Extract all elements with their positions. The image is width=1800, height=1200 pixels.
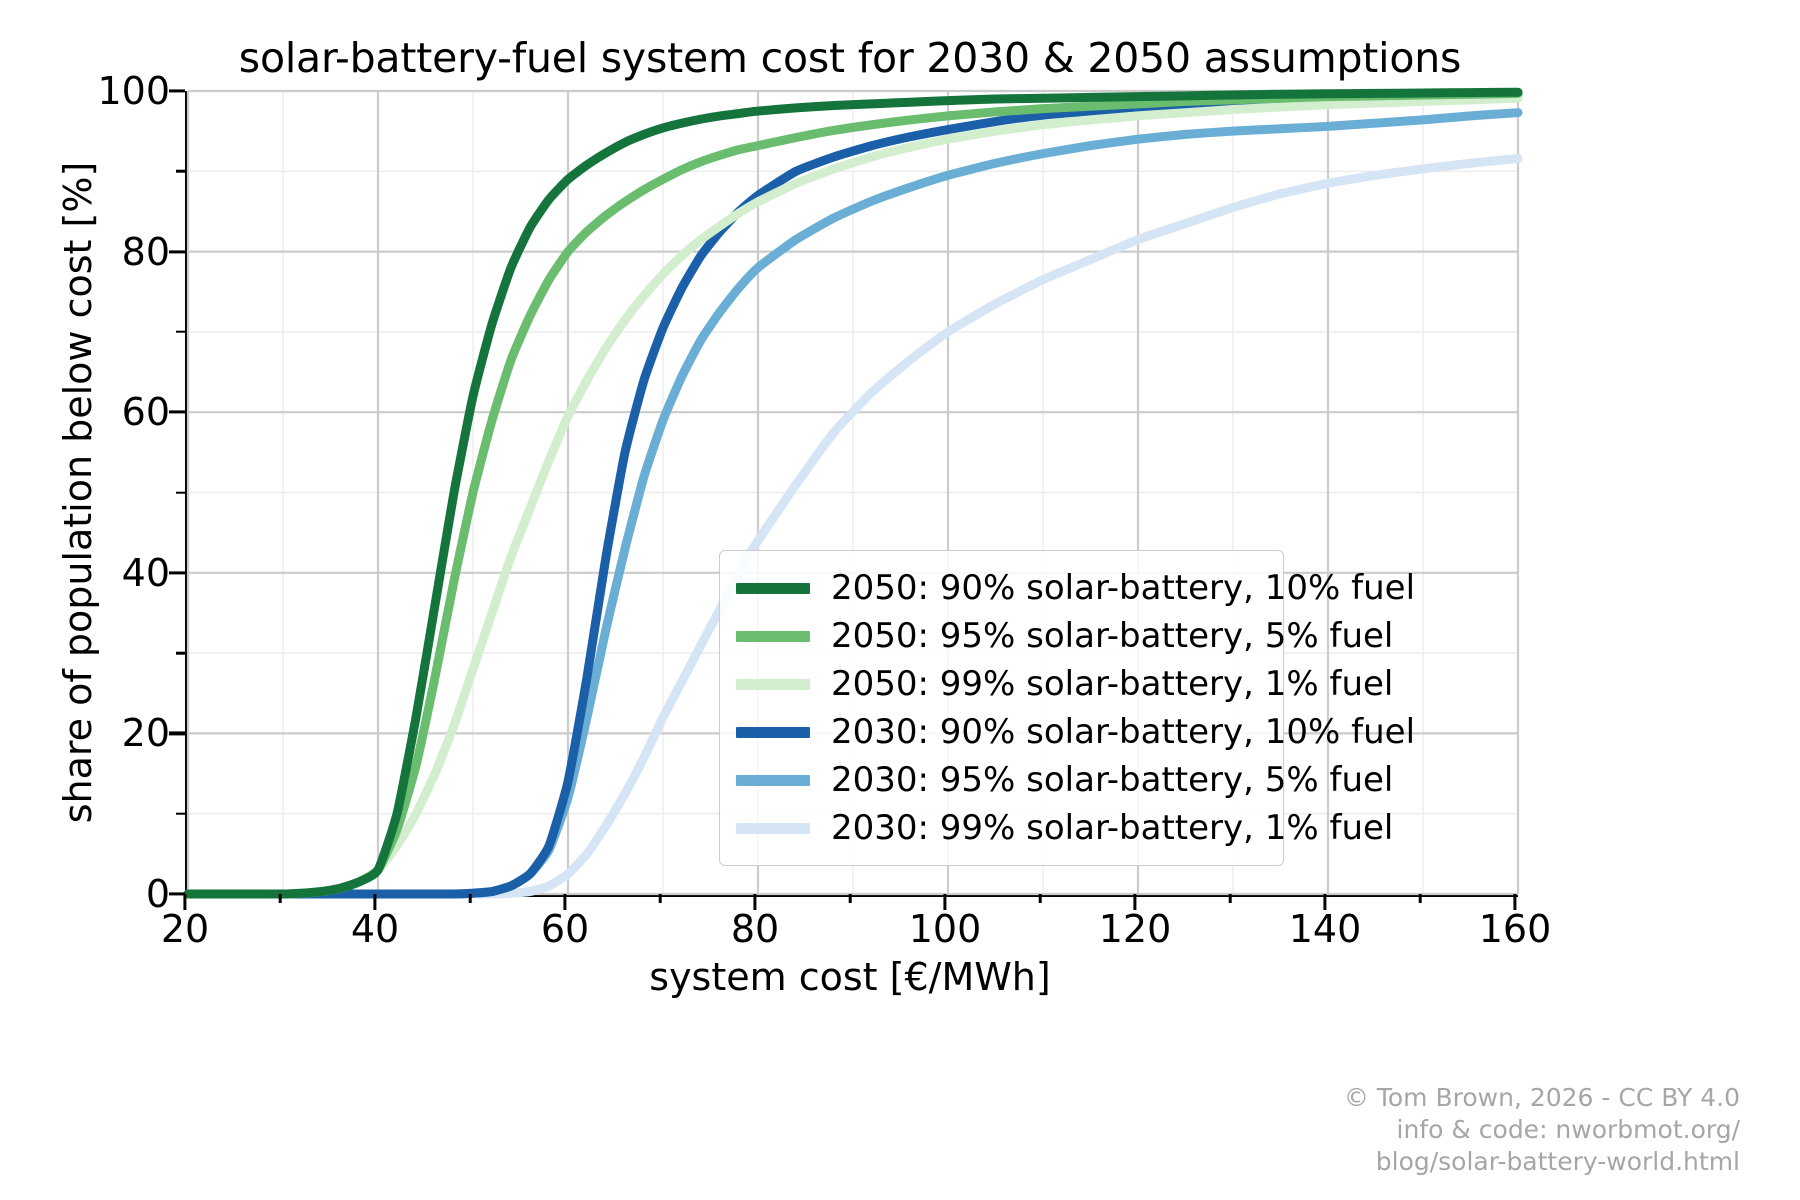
x-tick-label: 20 (160, 907, 210, 951)
x-tick-label: 140 (1288, 907, 1362, 951)
y-tick-mark-minor (176, 651, 185, 655)
y-tick-label: 40 (121, 550, 170, 595)
x-tick-mark (1133, 894, 1137, 910)
legend-color-swatch (736, 582, 810, 594)
legend-color-swatch (736, 822, 810, 834)
legend-item[interactable]: 2030: 95% solar-battery, 5% fuel (736, 756, 1393, 804)
y-tick-mark-minor (176, 812, 185, 815)
legend-item[interactable]: 2050: 90% solar-battery, 10% fuel (736, 564, 1415, 612)
x-tick-label: 60 (540, 907, 590, 951)
x-tick-mark (373, 894, 377, 910)
x-tick-label: 100 (908, 907, 982, 951)
x-tick-mark (753, 894, 757, 910)
y-tick-mark (169, 89, 185, 93)
y-axis-label: share of population below cost [%] (56, 161, 100, 824)
chart-title: solar-battery-fuel system cost for 2030 … (238, 34, 1462, 82)
y-tick-label: 80 (121, 229, 170, 274)
series-lines (183, 87, 1523, 899)
y-tick-label: 60 (121, 390, 170, 435)
legend-color-swatch (736, 774, 810, 786)
credit-text: © Tom Brown, 2026 - CC BY 4.0 info & cod… (1060, 1082, 1740, 1178)
x-axis-label: system cost [€/MWh] (649, 955, 1051, 999)
legend-item-label: 2050: 95% solar-battery, 5% fuel (831, 616, 1394, 656)
legend-color-swatch (736, 678, 810, 690)
y-tick-mark-minor (176, 170, 185, 173)
x-tick-mark (563, 894, 567, 910)
legend-item-label: 2030: 99% solar-battery, 1% fuel (831, 808, 1394, 848)
legend-color-swatch (736, 726, 810, 738)
x-tick-label: 80 (730, 907, 780, 951)
x-tick-mark-minor (1228, 894, 1232, 903)
y-tick-mark (169, 250, 185, 254)
y-tick-mark-minor (176, 330, 185, 334)
legend-item[interactable]: 2050: 99% solar-battery, 1% fuel (736, 660, 1393, 708)
x-tick-mark-minor (1418, 894, 1422, 903)
x-tick-mark-minor (1038, 894, 1042, 903)
y-tick-mark (169, 410, 185, 414)
legend-item-label: 2050: 90% solar-battery, 10% fuel (831, 568, 1416, 608)
series-line (183, 87, 1523, 899)
x-tick-mark (1513, 894, 1517, 910)
credit-line-3: blog/solar-battery-world.html (1375, 1147, 1740, 1176)
legend-color-swatch (736, 630, 810, 642)
y-tick-label: 20 (121, 711, 170, 756)
x-tick-mark-minor (468, 894, 472, 903)
x-tick-label: 120 (1098, 907, 1172, 951)
credit-line-1: © Tom Brown, 2026 - CC BY 4.0 (1343, 1083, 1740, 1112)
x-tick-mark (183, 894, 187, 910)
y-tick-mark-minor (176, 491, 185, 494)
y-tick-label: 0 (145, 872, 170, 916)
x-tick-mark (1323, 894, 1327, 910)
legend-item[interactable]: 2030: 90% solar-battery, 10% fuel (736, 708, 1415, 756)
credit-line-2: info & code: nworbmot.org/ (1396, 1115, 1741, 1144)
y-tick-mark (169, 892, 185, 896)
x-tick-mark (943, 894, 947, 910)
x-tick-label: 160 (1478, 907, 1552, 951)
legend: 2050: 90% solar-battery, 10% fuel 2050: 9… (719, 550, 1415, 866)
y-tick-mark (169, 731, 185, 735)
legend-item-label: 2050: 99% solar-battery, 1% fuel (831, 664, 1394, 704)
x-tick-mark-minor (278, 894, 282, 903)
y-tick-label: 100 (97, 69, 170, 113)
x-tick-mark-minor (658, 894, 662, 903)
legend-item[interactable]: 2050: 95% solar-battery, 5% fuel (736, 612, 1393, 660)
legend-item-label: 2030: 90% solar-battery, 10% fuel (831, 712, 1416, 752)
x-tick-label: 40 (350, 907, 400, 951)
y-tick-mark (169, 571, 185, 575)
legend-item-label: 2030: 95% solar-battery, 5% fuel (831, 760, 1394, 800)
legend-item[interactable]: 2030: 99% solar-battery, 1% fuel (736, 804, 1393, 852)
x-tick-mark-minor (848, 894, 852, 903)
